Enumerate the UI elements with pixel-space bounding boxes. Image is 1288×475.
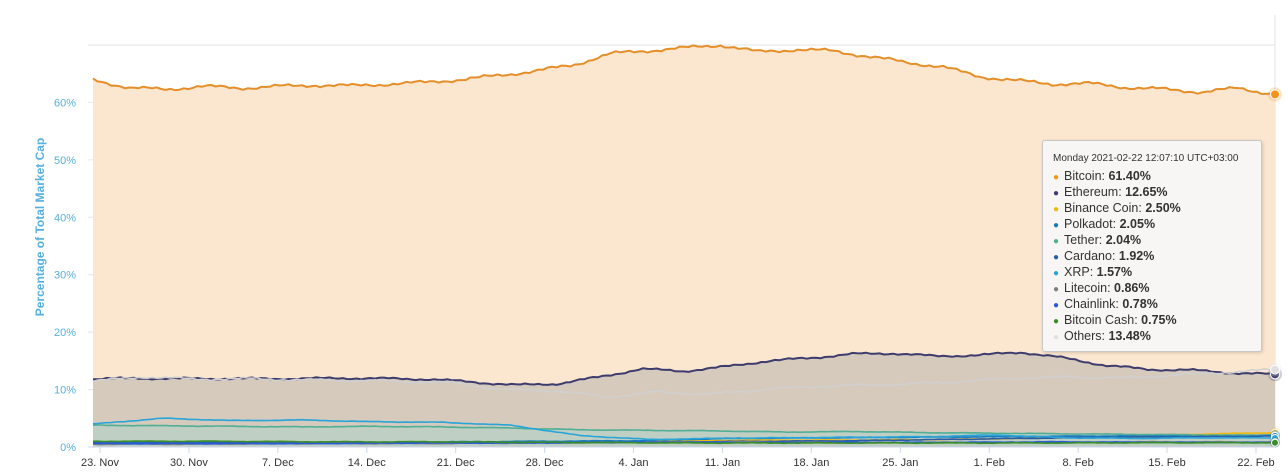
tooltip-series-value: 2.04%	[1105, 233, 1142, 247]
tooltip-series-name: Binance Coin	[1064, 201, 1139, 215]
tooltip-row-ethereum: ● Ethereum: 12.65%	[1053, 184, 1261, 200]
marker-others	[1270, 364, 1280, 375]
line-bitcoin-cash[interactable]	[92, 440, 1276, 445]
x-tick-label: 23. Nov	[81, 457, 119, 469]
x-tick-label: 18. Jan	[793, 457, 829, 469]
legend-dot-icon: ●	[1053, 268, 1060, 279]
series-lines[interactable]	[92, 44, 1276, 446]
tooltip-row-polkadot: ● Polkadot: 2.05%	[1053, 216, 1261, 232]
marker-bitcoin	[1270, 89, 1280, 100]
x-tick-label: 14. Dec	[348, 457, 386, 469]
x-tick-label: 21. Dec	[437, 457, 475, 469]
x-tick-label: 30. Nov	[170, 457, 208, 469]
hover-markers	[1268, 87, 1282, 448]
legend-dot-icon: ●	[1053, 188, 1060, 199]
tooltip-series-value: 2.50%	[1145, 201, 1181, 215]
y-axis-ticks: 0% 10% 20% 30% 40% 50% 60%	[54, 97, 76, 454]
tooltip-row-tether: ● Tether: 2.04%	[1053, 232, 1261, 248]
tooltip-series-name: Tether	[1064, 233, 1099, 247]
tooltip-series-name: Ethereum	[1064, 185, 1119, 199]
legend-dot-icon: ●	[1053, 172, 1060, 183]
tooltip-series-name: XRP	[1064, 265, 1090, 279]
y-tick-label: 20%	[54, 327, 76, 339]
legend-dot-icon: ●	[1053, 252, 1060, 263]
marker-bitcoin-cash	[1271, 438, 1279, 447]
line-ethereum[interactable]	[92, 351, 1276, 386]
line-bitcoin[interactable]	[92, 44, 1276, 96]
tooltip-series-name: Bitcoin	[1064, 169, 1102, 183]
area-ethereum	[93, 352, 1275, 447]
x-tick-label: 1. Feb	[974, 457, 1005, 469]
line-tether[interactable]	[92, 424, 1276, 437]
tooltip-row-others: ● Others: 13.48%	[1053, 328, 1261, 344]
tooltip-series-value: 61.40%	[1108, 169, 1151, 183]
tooltip-row-bitcoin-cash: ● Bitcoin Cash: 0.75%	[1053, 312, 1261, 328]
y-tick-label: 60%	[54, 97, 76, 109]
tooltip-header: Monday 2021-02-22 12:07:10 UTC+03:00	[1053, 153, 1239, 164]
x-axis-ticks: 23. Nov 30. Nov 7. Dec 14. Dec 21. Dec 28. De…	[81, 446, 1275, 469]
tooltip-series-name: Polkadot	[1064, 217, 1113, 231]
tooltip-series-value: 0.75%	[1141, 313, 1177, 327]
tooltip-series-value: 2.05%	[1119, 217, 1156, 231]
x-tick-label: 28. Dec	[526, 457, 564, 469]
legend-dot-icon: ●	[1053, 204, 1060, 215]
tooltip-row-xrp: ● XRP: 1.57%	[1053, 264, 1261, 280]
line-xrp[interactable]	[92, 417, 1275, 441]
legend-dot-icon: ●	[1053, 220, 1060, 231]
tooltip-row-chainlink: ● Chainlink: 0.78%	[1053, 296, 1261, 312]
tooltip-series-value: 12.65%	[1125, 185, 1168, 199]
tooltip-row-cardano: ● Cardano: 1.92%	[1053, 248, 1261, 264]
y-tick-label: 50%	[54, 155, 76, 167]
tooltip-series-value: 0.86%	[1114, 281, 1150, 295]
tooltip-row-litecoin: ● Litecoin: 0.86%	[1053, 280, 1261, 296]
tooltip-row-bitcoin: ● Bitcoin: 61.40%	[1053, 168, 1261, 184]
tooltip-row-binance-coin: ● Binance Coin: 2.50%	[1053, 200, 1261, 216]
y-tick-label: 10%	[54, 385, 76, 397]
x-tick-label: 15. Feb	[1148, 457, 1185, 469]
x-tick-label: 25. Jan	[882, 457, 918, 469]
legend-dot-icon: ●	[1053, 300, 1060, 311]
legend-dot-icon: ●	[1053, 284, 1060, 295]
tooltip-series-name: Others	[1064, 329, 1102, 343]
tooltip-series-name: Cardano	[1064, 249, 1112, 263]
legend-dot-icon: ●	[1053, 332, 1060, 343]
y-axis-title: Percentage of Total Market Cap	[33, 138, 47, 317]
tooltip-series-name: Bitcoin Cash	[1064, 313, 1135, 327]
area-bitcoin	[93, 45, 1275, 448]
x-tick-label: 8. Feb	[1063, 457, 1094, 469]
x-tick-label: 11. Jan	[705, 457, 740, 469]
tooltip-series-value: 0.78%	[1122, 297, 1158, 311]
y-tick-label: 30%	[54, 270, 76, 282]
x-tick-label: 7. Dec	[262, 457, 294, 469]
x-tick-label: 22. Feb	[1237, 457, 1274, 469]
legend-dot-icon: ●	[1053, 236, 1060, 247]
tooltip-series-name: Litecoin	[1064, 281, 1108, 295]
y-tick-label: 40%	[54, 212, 76, 224]
tooltip-series-value: 1.92%	[1118, 249, 1155, 263]
y-tick-label: 0%	[60, 442, 76, 454]
legend-dot-icon: ●	[1053, 316, 1060, 327]
x-tick-label: 4. Jan	[619, 457, 649, 469]
tooltip-series-value: 13.48%	[1108, 329, 1151, 343]
tooltip: Monday 2021-02-22 12:07:10 UTC+03:00 ● Bi…	[1042, 140, 1262, 352]
tooltip-rows: ● Bitcoin: 61.40% ● Ethereum: 12.65% ● Binanc…	[1043, 168, 1261, 344]
tooltip-series-name: Chainlink	[1064, 297, 1116, 311]
line-others[interactable]	[92, 368, 1276, 399]
tooltip-series-value: 1.57%	[1096, 265, 1133, 279]
